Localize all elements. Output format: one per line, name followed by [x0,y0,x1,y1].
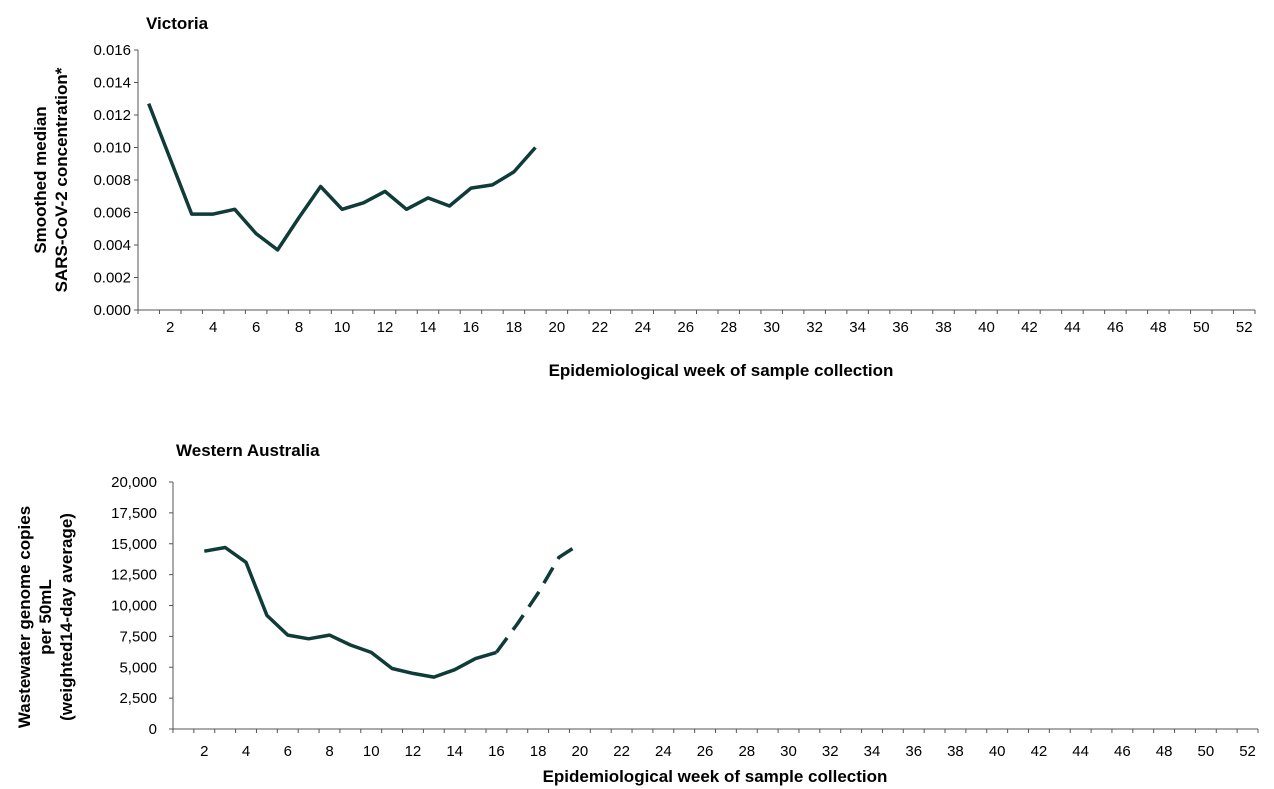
x-tick-label: 44 [1072,743,1089,760]
y-tick-label: 5,000 [119,659,157,676]
x-tick-label: 20 [572,743,589,760]
x-tick-label: 30 [763,319,780,336]
y-tick-label: 0 [149,721,157,738]
x-tick-label: 4 [209,319,217,336]
x-tick-label: 44 [1064,319,1081,336]
x-tick-label: 20 [549,319,566,336]
x-tick-label: 36 [892,319,909,336]
y-tick-label: 0.014 [93,75,131,92]
y-axis-label-line: (weighted14-day average) [57,513,76,721]
y-tick-label: 0.000 [93,302,131,319]
x-tick-label: 4 [242,743,250,760]
x-tick-label: 6 [284,743,292,760]
x-tick-label: 22 [613,743,630,760]
x-tick-label: 30 [780,743,797,760]
x-tick-label: 24 [655,743,672,760]
y-axis-label: Smoothed median SARS-CoV-2 concentration* [31,67,71,292]
x-tick-label: 34 [849,319,866,336]
x-tick-label: 36 [905,743,922,760]
x-tick-label: 16 [488,743,505,760]
x-tick-label: 28 [720,319,737,336]
x-tick-label: 14 [446,743,463,760]
series-line-dashed [494,542,581,654]
x-tick-label: 24 [634,319,651,336]
y-tick-label: 7,500 [119,628,157,645]
y-axis-label-line: SARS-CoV-2 concentration* [52,67,71,292]
x-tick-label: 42 [1021,319,1038,336]
x-tick-label: 50 [1193,319,1210,336]
chart-title: Western Australia [176,441,320,460]
x-tick-label: 40 [978,319,995,336]
y-tick-label: 12,500 [111,567,157,584]
y-tick-label: 0.010 [93,140,131,157]
x-tick-label: 10 [334,319,351,336]
y-tick-label: 0.006 [93,205,131,222]
y-tick-label: 20,000 [111,474,157,491]
x-tick-label: 28 [738,743,755,760]
x-tick-label: 42 [1031,743,1048,760]
x-tick-label: 38 [947,743,964,760]
x-tick-label: 38 [935,319,952,336]
x-tick-label: 6 [252,319,260,336]
x-tick-label: 40 [989,743,1006,760]
x-tick-label: 18 [530,743,547,760]
y-tick-label: 0.002 [93,270,131,287]
x-tick-label: 18 [506,319,523,336]
y-tick-label: 0.012 [93,107,131,124]
x-tick-label: 26 [697,743,714,760]
x-tick-label: 52 [1239,743,1256,760]
x-tick-label: 32 [822,743,839,760]
x-tick-label: 46 [1114,743,1131,760]
x-tick-label: 46 [1107,319,1124,336]
x-tick-label: 2 [166,319,174,336]
x-tick-label: 10 [363,743,380,760]
x-tick-label: 22 [591,319,608,336]
victoria-chart: Victoria 0.000 0.002 0.004 0.006 0.008 0.010 0.… [31,14,1256,380]
x-axis-label: Epidemiological week of sample collectio… [543,767,888,786]
x-tick-label: 32 [806,319,823,336]
x-tick-label: 48 [1150,319,1167,336]
series-line [147,102,537,252]
y-tick-label: 0.004 [93,237,131,254]
y-tick-label: 0.016 [93,42,131,59]
x-tick-label: 16 [463,319,480,336]
y-tick-label: 10,000 [111,598,157,615]
y-axis-label: Wastewater genome copies per 50mL (weighte… [15,506,76,728]
x-tick-label: 52 [1236,319,1253,336]
chart-title: Victoria [146,14,209,33]
y-tick-label: 0.008 [93,172,131,189]
x-tick-label: 8 [325,743,333,760]
x-tick-label: 2 [200,743,208,760]
x-axis-label: Epidemiological week of sample collectio… [549,361,894,380]
western-australia-chart: Western Australia 0 2,500 5,000 7,500 10,000 1… [15,441,1259,786]
y-tick-label: 2,500 [119,690,157,707]
x-tick-label: 26 [677,319,694,336]
x-tick-label: 14 [420,319,437,336]
x-tick-label: 48 [1156,743,1173,760]
y-tick-label: 17,500 [111,505,157,522]
y-axis-label-line: Smoothed median [31,106,50,253]
series-line [203,545,497,679]
x-tick-label: 8 [295,319,303,336]
y-axis-label-line: Wastewater genome copies [15,506,34,728]
x-tick-label: 34 [864,743,881,760]
y-axis-label-line: per 50mL [36,579,55,655]
x-tick-label: 50 [1197,743,1214,760]
y-tick-label: 15,000 [111,536,157,553]
x-tick-label: 12 [377,319,394,336]
x-tick-label: 12 [405,743,422,760]
